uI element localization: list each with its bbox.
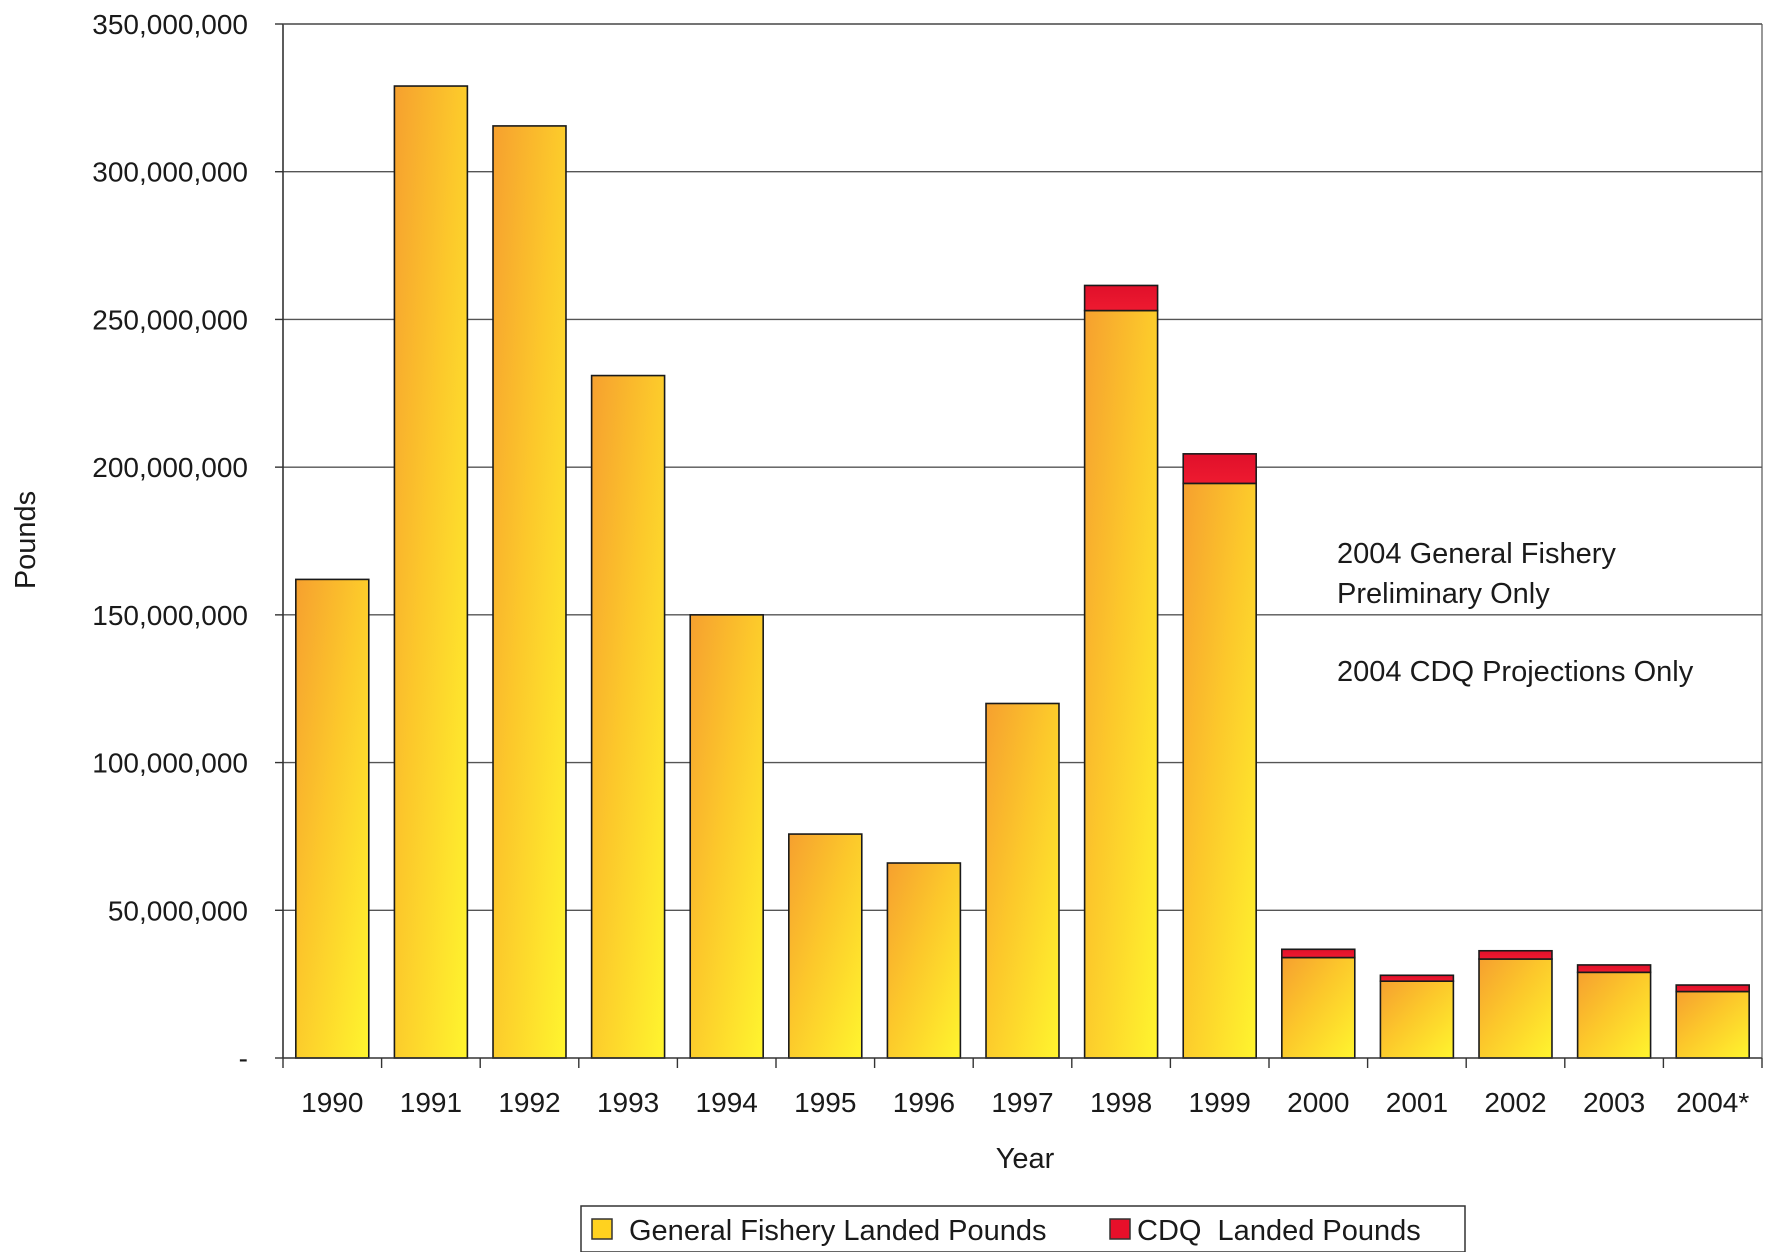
annotation-line-1: 2004 General Fishery (1337, 538, 1616, 570)
legend-box (580, 1205, 1466, 1252)
bar-general-1990 (295, 578, 370, 1059)
x-tick-label: 2002 (1484, 1087, 1546, 1118)
x-tick-label: 1999 (1189, 1087, 1251, 1118)
bar-general-1991 (393, 85, 469, 1059)
y-axis-title: Pounds (10, 491, 42, 589)
y-tick-label: 150,000,000 (92, 600, 248, 631)
bar-general-2003 (1576, 971, 1652, 1059)
y-tick-label: 100,000,000 (92, 748, 248, 779)
bar-cdq-2000 (1281, 948, 1356, 959)
x-tick-label: 1991 (400, 1087, 462, 1118)
bar-cdq-2002 (1478, 949, 1553, 960)
legend-label-cdq: CDQ Landed Pounds (1137, 1215, 1421, 1247)
x-tick-label: 1990 (301, 1087, 363, 1118)
legend-swatch-general (591, 1218, 613, 1240)
y-tick-label: 350,000,000 (92, 9, 248, 40)
x-tick-label: 1993 (597, 1087, 659, 1118)
bar-general-1999 (1182, 482, 1257, 1059)
y-tick-label: - (239, 1043, 248, 1074)
bar-general-2004* (1675, 990, 1750, 1059)
x-axis-title: Year (996, 1143, 1055, 1175)
bar-general-2002 (1478, 958, 1553, 1059)
bar-general-1998 (1083, 309, 1159, 1059)
bar-cdq-2004* (1675, 984, 1750, 993)
x-tick-label: 2003 (1583, 1087, 1645, 1118)
y-tick-label: 300,000,000 (92, 157, 248, 188)
bar-cdq-2003 (1576, 964, 1652, 974)
bar-general-1997 (985, 702, 1060, 1059)
annotation-line-3: 2004 CDQ Projections Only (1337, 656, 1694, 688)
annotation-line-2: Preliminary Only (1337, 578, 1550, 610)
bar-cdq-1999 (1182, 453, 1257, 485)
bars (295, 85, 1750, 1059)
x-tick-label: 2000 (1287, 1087, 1349, 1118)
bar-general-1996 (886, 862, 962, 1059)
bar-general-1992 (492, 125, 567, 1059)
bar-general-2001 (1379, 980, 1455, 1059)
bar-general-1993 (590, 374, 666, 1059)
x-tick-labels: 1990 1991 1992 1993 1994 1995 1996 1997 1998 1999… (301, 1087, 1749, 1118)
x-tick-label: 1997 (991, 1087, 1053, 1118)
legend-label-general: General Fishery Landed Pounds (629, 1215, 1047, 1247)
bar-general-2000 (1281, 956, 1356, 1059)
x-tick-label: 2004* (1676, 1087, 1749, 1118)
x-tick-label: 1994 (696, 1087, 758, 1118)
x-tick-label: 2001 (1386, 1087, 1448, 1118)
x-tick-label: 1996 (893, 1087, 955, 1118)
x-tick-label: 1998 (1090, 1087, 1152, 1118)
bar-cdq-1998 (1083, 284, 1159, 312)
axes (275, 23, 1763, 1068)
bar-general-1995 (788, 833, 863, 1059)
y-tick-label: 50,000,000 (108, 895, 248, 926)
bar-general-1994 (689, 614, 764, 1059)
bar-cdq-2001 (1379, 974, 1455, 982)
y-tick-label: 250,000,000 (92, 304, 248, 335)
legend-swatch-cdq (1109, 1218, 1131, 1240)
y-tick-labels: - 50,000,000 100,000,000 150,000,000 200,000… (92, 9, 248, 1074)
x-tick-label: 1992 (498, 1087, 560, 1118)
legend: General Fishery Landed Pounds CDQ Landed… (580, 1205, 1466, 1252)
x-tick-label: 1995 (794, 1087, 856, 1118)
y-tick-label: 200,000,000 (92, 452, 248, 483)
